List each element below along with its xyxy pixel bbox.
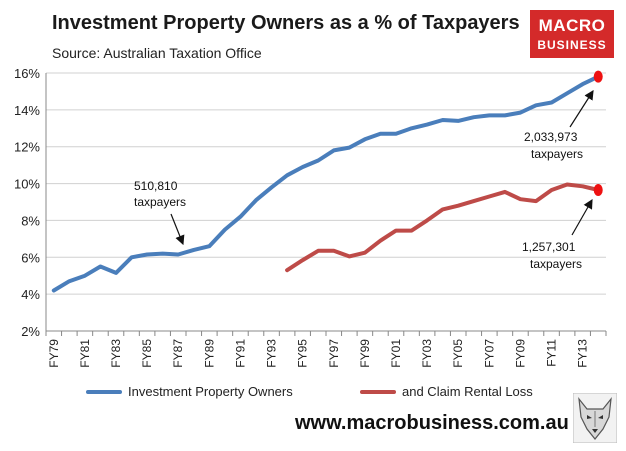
y-tick-label: 2%: [21, 324, 40, 339]
annotation-2033973-arrow: [569, 89, 594, 128]
x-tick-label: FY91: [233, 339, 247, 368]
x-tick-label: FY85: [140, 339, 154, 368]
series-line-claim-rental-loss: [285, 182, 601, 273]
wolf-mascot-icon: [573, 393, 617, 443]
legend: Investment Property Owners and Claim Ren…: [0, 384, 626, 404]
annotation-1257301-arrow: [571, 198, 593, 236]
x-tick-label: FY81: [78, 339, 92, 368]
x-tick-label: FY11: [545, 339, 559, 367]
x-tick-label: FY95: [296, 339, 310, 368]
series-endpoint-marker: [593, 70, 603, 83]
y-tick-label: 14%: [14, 103, 40, 118]
legend-item-claim-rental-loss: and Claim Rental Loss: [360, 384, 533, 399]
y-tick-label: 6%: [21, 250, 40, 265]
legend-item-investment-property-owners: Investment Property Owners: [86, 384, 293, 399]
x-tick-label: FY89: [202, 339, 216, 368]
annotation-1257301-line2: taxpayers: [530, 257, 582, 271]
x-tick-label: FY01: [389, 339, 403, 368]
legend-label: and Claim Rental Loss: [402, 384, 533, 399]
x-tick-label: FY03: [420, 339, 434, 368]
legend-label: Investment Property Owners: [128, 384, 293, 399]
x-tick-label: FY05: [451, 339, 465, 368]
x-tick-label: FY87: [171, 339, 185, 368]
annotation-510810-line1: 510,810: [134, 179, 178, 193]
annotation-510810-arrow: [170, 213, 185, 246]
logo-line-2: BUSINESS: [537, 38, 607, 52]
annotation-2033973-line2: taxpayers: [531, 147, 583, 161]
x-tick-label: FY83: [109, 339, 123, 368]
macro-business-logo: MACRO BUSINESS: [530, 10, 614, 58]
y-tick-label: 10%: [14, 177, 40, 192]
chart-source: Source: Australian Taxation Office: [52, 45, 262, 61]
y-tick-label: 16%: [14, 66, 40, 81]
x-tick-label: FY93: [265, 339, 279, 368]
axes: 2% 4% 6% 8% 10% 12% 14% 16% FY79 FY81 FY83 FY85 FY87…: [14, 66, 607, 368]
y-tick-label: 8%: [21, 213, 40, 228]
y-tick-label: 4%: [21, 287, 40, 302]
legend-swatch-blue: [86, 389, 122, 394]
annotation-2033973-line1: 2,033,973: [524, 130, 578, 144]
series-lines: [51, 70, 603, 293]
annotation-510810-line2: taxpayers: [134, 195, 186, 209]
line-chart: 2% 4% 6% 8% 10% 12% 14% 16% FY79 FY81 FY83 FY85 FY87…: [14, 66, 607, 368]
legend-swatch-red: [360, 389, 396, 394]
series-line-investment-property-owners: [51, 74, 601, 293]
x-tick-label: FY07: [482, 339, 496, 368]
x-tick-label: FY09: [513, 339, 527, 368]
x-tick-label: FY99: [358, 339, 372, 368]
y-tick-label: 12%: [14, 140, 40, 155]
series-endpoint-marker: [593, 184, 603, 197]
website-url: www.macrobusiness.com.au: [295, 412, 569, 434]
annotations: 510,810 taxpayers 2,033,973 taxpayers 1,…: [134, 89, 594, 271]
logo-line-1: MACRO: [538, 16, 606, 35]
annotation-1257301-line1: 1,257,301: [522, 240, 576, 254]
x-tick-label: FY97: [327, 339, 341, 368]
x-tick-label: FY13: [576, 339, 590, 368]
x-tick-label: FY79: [47, 339, 61, 368]
chart-title: Investment Property Owners as a % of Tax…: [52, 12, 520, 34]
